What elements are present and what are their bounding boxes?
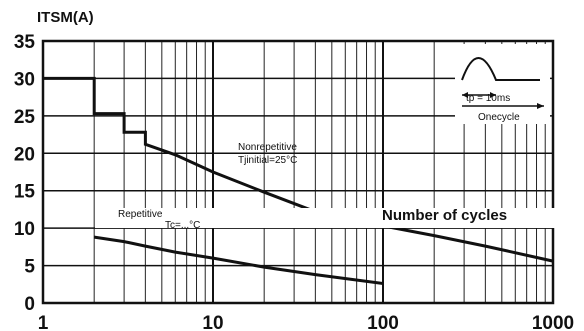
cycle-label: Onecycle [478,112,520,123]
chart-title: ITSM(A) [37,9,94,26]
label-band [95,208,565,228]
grid [43,41,554,303]
arrow-left-head [462,92,468,98]
x-tick-label: 1000 [532,313,574,331]
y-tick-label: 5 [24,257,35,278]
x-tick-labels: 1 10 100 1000 [38,313,574,331]
y-tick-label: 20 [14,144,35,165]
pulse-waveform [461,57,540,81]
x-tick-label: 100 [367,313,399,331]
x-tick-label: 1 [38,313,49,331]
nonrepetitive-condition: Tjinitial=25°C [238,155,297,166]
y-tick-label: 30 [14,69,35,90]
series-line-repetitive [93,235,384,285]
repetitive-label: Repetitive [118,209,163,220]
y-tick-label: 0 [24,294,35,315]
nonrepetitive-label: Nonrepetitive [238,142,297,153]
series-group [43,76,554,285]
pulse-inset: tp = 10ms Onecycle [455,44,550,124]
x-tick-label: 10 [202,313,223,331]
plot-frame [41,39,555,305]
y-tick-label: 10 [14,219,35,240]
pulse-label: tp = 10ms [466,93,510,104]
y-tick-labels: 0 5 10 15 20 25 30 35 [14,32,36,315]
y-tick-label: 25 [14,107,36,128]
y-tick-label: 35 [14,32,36,53]
repetitive-condition: Tc=...°C [165,220,200,231]
cycle-arrow-head [537,103,544,109]
y-tick-label: 15 [14,182,36,203]
arrow-right-head [490,92,496,98]
x-axis-label: Number of cycles [382,207,507,224]
series-line-nonrepetitive [43,76,554,263]
